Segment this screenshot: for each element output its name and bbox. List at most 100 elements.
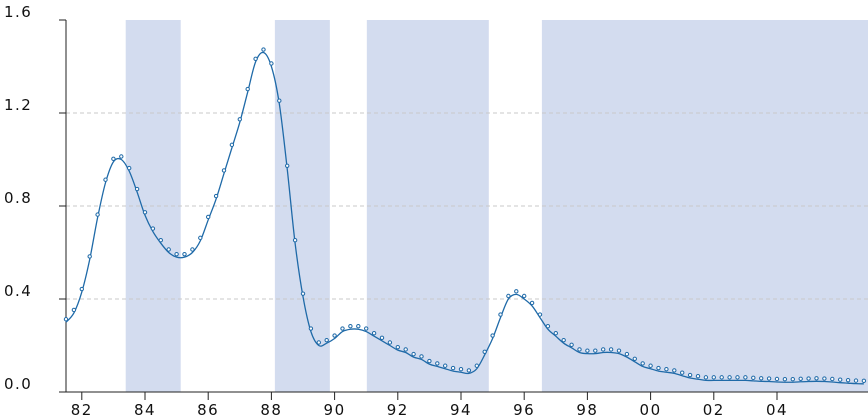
point xyxy=(245,86,250,92)
point xyxy=(853,378,859,383)
point xyxy=(774,376,780,382)
point xyxy=(269,61,274,66)
x-tick-label: 96 xyxy=(513,401,535,419)
point xyxy=(71,307,77,313)
point xyxy=(142,210,148,215)
point xyxy=(845,377,851,383)
point xyxy=(600,347,606,352)
point xyxy=(830,376,835,382)
point xyxy=(316,340,321,345)
point xyxy=(766,376,772,381)
x-tick-label: 90 xyxy=(324,401,346,419)
point xyxy=(506,293,511,299)
point xyxy=(356,324,361,329)
x-tick-label: 88 xyxy=(260,401,282,419)
y-tick-label: 0.8 xyxy=(4,189,32,207)
point xyxy=(837,377,843,382)
point xyxy=(427,358,432,364)
point xyxy=(593,348,598,353)
point xyxy=(419,354,424,359)
point xyxy=(790,377,795,382)
point xyxy=(348,324,353,329)
point xyxy=(703,375,709,380)
point xyxy=(411,351,416,357)
point xyxy=(340,326,345,331)
point xyxy=(284,163,290,169)
x-tick-label: 02 xyxy=(703,401,725,419)
point xyxy=(158,238,163,243)
point xyxy=(308,326,314,331)
x-tick-label: 92 xyxy=(387,401,409,419)
point xyxy=(466,368,472,373)
x-tick-label: 98 xyxy=(576,401,598,419)
point xyxy=(119,154,124,159)
point xyxy=(743,375,748,380)
x-tick-label: 00 xyxy=(640,401,662,419)
point xyxy=(253,56,258,62)
point xyxy=(719,375,724,380)
point xyxy=(687,372,693,378)
point xyxy=(672,368,677,373)
point xyxy=(103,177,108,182)
point xyxy=(79,286,84,292)
point xyxy=(190,247,195,252)
point xyxy=(561,337,566,343)
shaded-region xyxy=(366,20,489,392)
point xyxy=(63,317,69,322)
point xyxy=(490,333,495,338)
point xyxy=(814,376,819,381)
point xyxy=(648,363,653,368)
point xyxy=(545,324,551,329)
point xyxy=(261,47,266,52)
point xyxy=(798,376,803,381)
point xyxy=(782,377,788,382)
point xyxy=(205,214,211,220)
point xyxy=(229,142,235,148)
point xyxy=(537,312,543,317)
point xyxy=(435,361,440,366)
x-tick-label: 86 xyxy=(197,401,219,419)
point xyxy=(387,340,393,345)
point xyxy=(182,251,187,257)
point xyxy=(616,348,622,353)
point xyxy=(458,367,464,372)
y-tick-label: 1.6 xyxy=(4,3,32,21)
point xyxy=(166,247,171,252)
point xyxy=(482,349,487,354)
y-tick-label: 1.2 xyxy=(4,96,32,114)
point xyxy=(237,117,242,122)
y-tick-label: 0.0 xyxy=(4,375,32,393)
point xyxy=(371,331,377,336)
point xyxy=(403,347,408,352)
point xyxy=(87,254,92,259)
point xyxy=(608,347,614,352)
point xyxy=(632,356,637,361)
point xyxy=(213,193,219,199)
point xyxy=(277,98,282,103)
point xyxy=(569,342,574,348)
point xyxy=(514,289,519,294)
x-tick-label: 84 xyxy=(134,401,156,419)
point xyxy=(577,347,582,352)
point xyxy=(664,367,669,372)
point xyxy=(656,365,661,371)
point xyxy=(134,186,140,192)
point xyxy=(758,376,764,381)
point xyxy=(474,363,479,368)
x-tick-label: 04 xyxy=(766,401,788,419)
point xyxy=(822,376,827,381)
point xyxy=(324,337,329,343)
point xyxy=(363,326,369,331)
point xyxy=(395,344,400,350)
point xyxy=(150,226,156,231)
point xyxy=(806,376,811,381)
point xyxy=(521,293,527,299)
point xyxy=(735,375,740,380)
point xyxy=(292,238,298,243)
line xyxy=(65,51,864,385)
point xyxy=(585,348,590,353)
point xyxy=(695,374,701,379)
point xyxy=(624,351,630,357)
point xyxy=(711,375,716,380)
